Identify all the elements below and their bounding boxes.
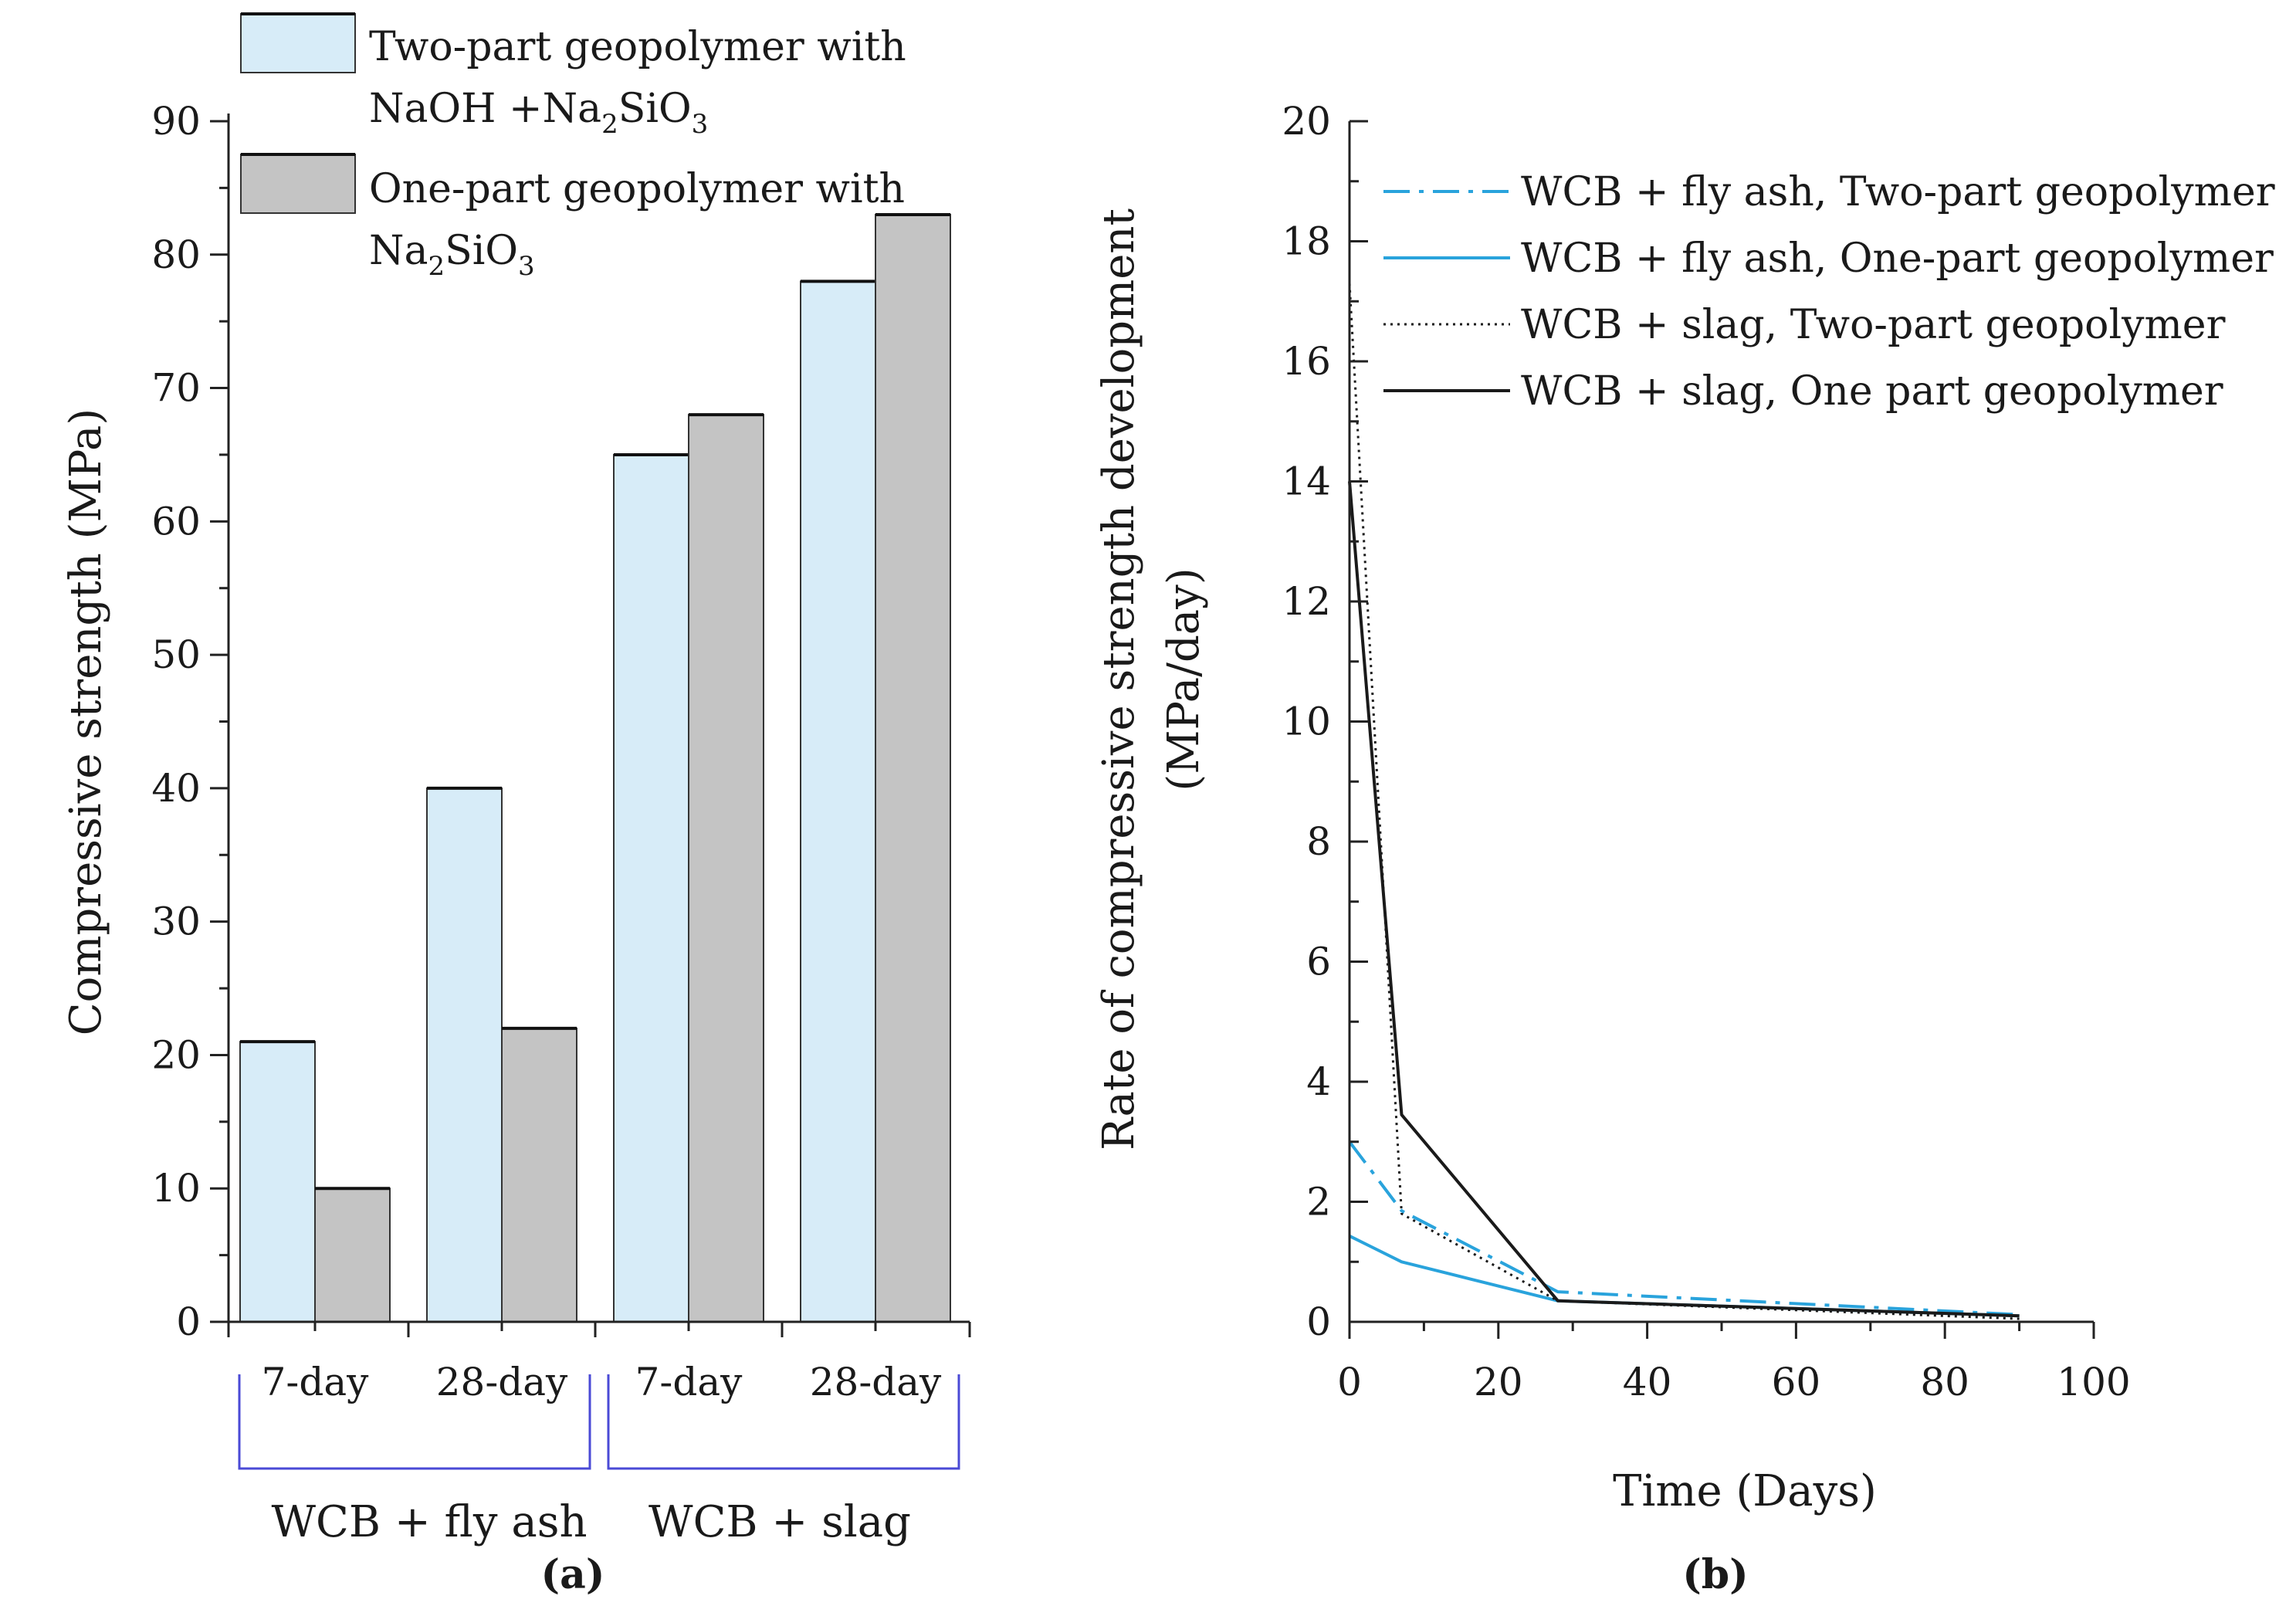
legend-entry-label: WCB + fly ash, One-part geopolymer xyxy=(1521,235,2274,282)
chart-b-y-tick-label: 2 xyxy=(1306,1180,1331,1225)
chart-a-y-tick-label: 10 xyxy=(151,1166,201,1211)
chart-b-y-tick-label: 0 xyxy=(1306,1299,1331,1344)
legend-formula-part: SiO xyxy=(445,228,518,274)
chart-a-y-tick-label: 0 xyxy=(176,1299,201,1344)
chart-a-y-tick-label: 40 xyxy=(151,766,201,811)
chart-a-x-tick-label: 28-day xyxy=(436,1360,568,1404)
series-line-3 xyxy=(1348,481,2020,1318)
bar-one-part-2 xyxy=(688,414,764,1323)
chart-a-bars xyxy=(239,212,951,1323)
legend-formula-part: SiO xyxy=(618,86,692,132)
chart-b-x-tick-label: 80 xyxy=(1920,1360,1969,1404)
chart-a-x-tick-label: 7-day xyxy=(635,1360,743,1404)
chart-a-x-tick-label: 7-day xyxy=(262,1360,370,1404)
chart-a-y-tick-label: 90 xyxy=(151,99,201,144)
chart-a-group-label: WCB + fly ash xyxy=(271,1497,587,1547)
chart-b-y-tick-label: 20 xyxy=(1282,99,1331,144)
legend-formula-part: Na xyxy=(369,228,428,274)
chart-a-group-bracket xyxy=(607,1374,960,1470)
bar-one-part-1 xyxy=(501,1027,577,1323)
legend-formula-part: NaOH +Na xyxy=(369,86,601,132)
chart-b-y-tick-label: 18 xyxy=(1282,219,1331,264)
chart-a-panel-label: (a) xyxy=(541,1551,605,1598)
chart-b-y-tick-label: 12 xyxy=(1282,579,1331,624)
legend-formula-subscript: 3 xyxy=(692,109,709,140)
chart-b-y-tick-label: 10 xyxy=(1282,700,1331,744)
bar-two-part-3 xyxy=(800,280,876,1323)
chart-a-axes: 7-day 28-day 7-day 28-day 0 10 20 30 40 50 60 70 80 9… xyxy=(151,99,971,1547)
chart-b-x-axis-title: Time (Days) xyxy=(1613,1466,1877,1516)
series-line-0 xyxy=(1348,1140,2020,1316)
chart-b-y-tick-label: 16 xyxy=(1282,339,1331,384)
chart-b-y-axis-title-line2: (MPa/day) xyxy=(1159,567,1209,791)
chart-b-strength-rate: 0 2 4 6 8 10 12 14 16 18 20 0 20 40 60 80 100 WCB + fly … xyxy=(1094,99,2275,1598)
chart-b-x-tick-label: 100 xyxy=(2057,1360,2130,1404)
chart-a-y-tick-label: 50 xyxy=(151,632,201,677)
chart-a-y-tick-label: 70 xyxy=(151,366,201,411)
bar-two-part-2 xyxy=(613,453,689,1323)
chart-a-y-tick-label: 20 xyxy=(151,1032,201,1077)
chart-b-x-tick-label: 20 xyxy=(1474,1360,1523,1404)
legend-label-line1: One-part geopolymer with xyxy=(369,166,905,212)
legend-swatch-one-part xyxy=(240,154,356,214)
bar-two-part-0 xyxy=(239,1041,316,1323)
legend-entry-label: WCB + slag, One part geopolymer xyxy=(1521,368,2223,415)
chart-b-y-axis-title-line1: Rate of compressive strength development xyxy=(1094,208,1144,1150)
bar-two-part-1 xyxy=(426,787,503,1323)
chart-b-lines xyxy=(1348,283,2020,1320)
legend-swatch-two-part xyxy=(240,13,356,73)
series-line-2 xyxy=(1348,283,2020,1320)
legend-entry-label: WCB + slag, Two-part geopolymer xyxy=(1521,302,2226,348)
chart-b-x-tick-label: 40 xyxy=(1623,1360,1672,1404)
legend-formula-subscript: 3 xyxy=(518,251,535,282)
bar-one-part-0 xyxy=(314,1187,391,1323)
chart-b-x-tick-label: 0 xyxy=(1337,1360,1362,1404)
chart-a-y-tick-label: 30 xyxy=(151,899,201,944)
chart-b-legend: WCB + fly ash, Two-part geopolymer WCB + … xyxy=(1383,169,2275,415)
legend-formula-subscript: 2 xyxy=(601,109,618,140)
chart-a-group-label: WCB + slag xyxy=(649,1497,911,1547)
chart-a-y-tick-label: 80 xyxy=(151,232,201,277)
chart-b-y-tick-label: 14 xyxy=(1282,459,1331,504)
chart-a-y-tick-label: 60 xyxy=(151,499,201,544)
chart-a-group-bracket xyxy=(238,1374,591,1470)
legend-label-line2: Na2SiO3 xyxy=(369,228,535,282)
chart-a-x-tick-label: 28-day xyxy=(810,1360,942,1404)
chart-a-compressive-strength: 7-day 28-day 7-day 28-day 0 10 20 30 40 50 60 70 80 9… xyxy=(61,12,971,1598)
bar-one-part-3 xyxy=(875,213,951,1323)
chart-b-y-tick-label: 4 xyxy=(1306,1059,1331,1104)
chart-b-panel-label: (b) xyxy=(1682,1551,1749,1598)
legend-entry-label: WCB + fly ash, Two-part geopolymer xyxy=(1521,169,2275,215)
legend-label-line1: Two-part geopolymer with xyxy=(369,24,906,70)
legend-formula-subscript: 2 xyxy=(428,251,445,282)
chart-b-x-tick-label: 60 xyxy=(1772,1360,1821,1404)
chart-a-y-axis-title: Compressive strength (MPa) xyxy=(61,408,111,1035)
chart-b-y-tick-label: 6 xyxy=(1306,940,1331,984)
legend-label-line2: NaOH +Na2SiO3 xyxy=(369,86,708,140)
chart-b-y-tick-label: 8 xyxy=(1306,819,1331,864)
chart-b-axes: 0 2 4 6 8 10 12 14 16 18 20 0 20 40 60 80 100 xyxy=(1282,99,2130,1404)
